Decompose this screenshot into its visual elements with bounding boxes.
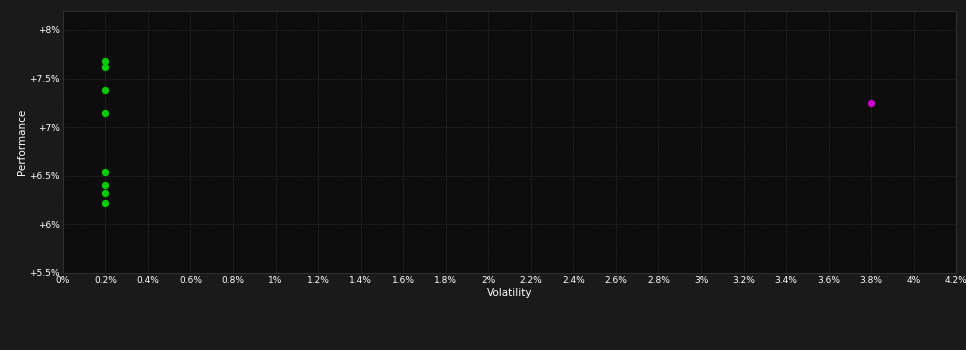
Point xyxy=(98,169,113,175)
Point xyxy=(98,110,113,116)
Point xyxy=(98,64,113,70)
Point xyxy=(98,88,113,93)
Point xyxy=(98,200,113,206)
Point xyxy=(98,190,113,196)
Point xyxy=(864,100,879,106)
Point xyxy=(98,58,113,64)
Y-axis label: Performance: Performance xyxy=(16,108,27,175)
X-axis label: Volatility: Volatility xyxy=(487,288,532,298)
Point xyxy=(98,182,113,187)
